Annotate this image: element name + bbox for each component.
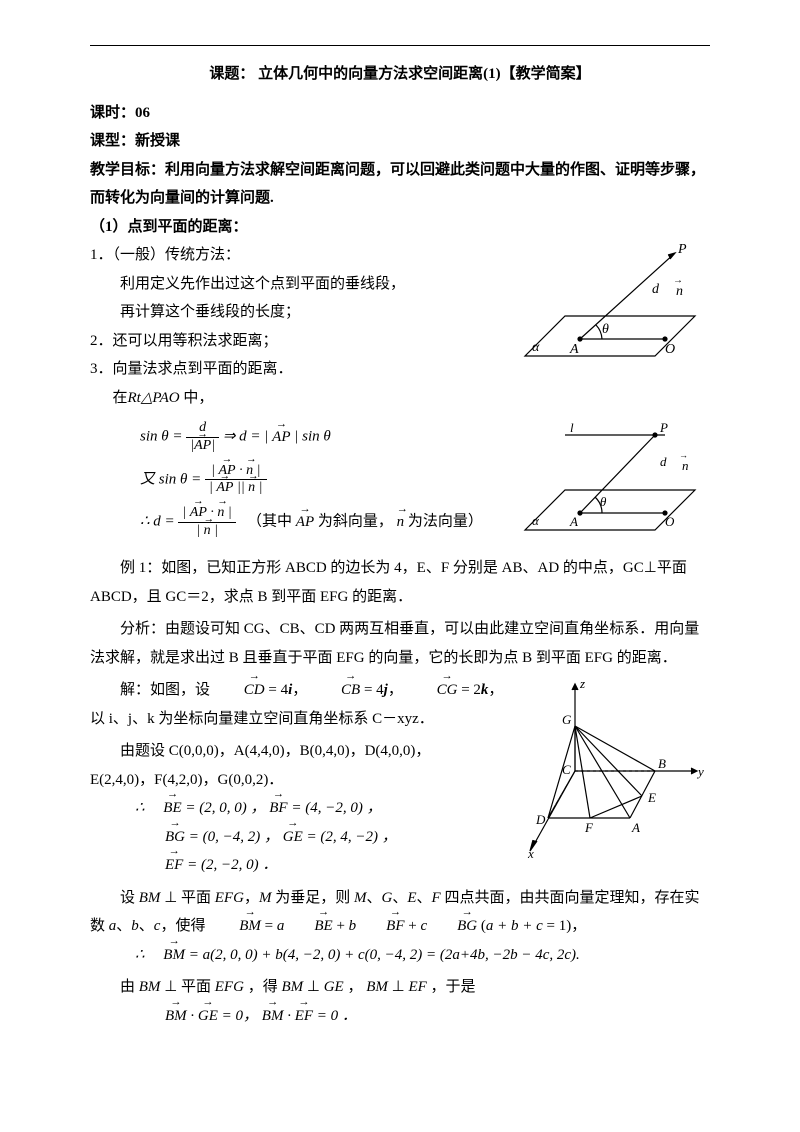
svg-text:C: C bbox=[562, 762, 571, 777]
svg-text:A: A bbox=[569, 514, 578, 529]
svg-text:A: A bbox=[569, 342, 579, 357]
lesson-time: 课时：06 bbox=[90, 99, 710, 128]
svg-text:n: n bbox=[676, 284, 683, 299]
diagram-3: z G C B y D F A E x bbox=[520, 676, 710, 866]
diagram-1: P d n → θ A O α bbox=[510, 241, 710, 376]
svg-text:l: l bbox=[570, 420, 574, 435]
svg-text:P: P bbox=[677, 242, 687, 257]
top-divider bbox=[90, 45, 710, 46]
p6: BM · GE = 0， BM · EF = 0 ． bbox=[90, 1002, 710, 1031]
diagram-2: l P d n → θ A O α bbox=[510, 420, 710, 550]
svg-text:E: E bbox=[647, 790, 656, 805]
svg-text:O: O bbox=[665, 514, 675, 529]
svg-text:α: α bbox=[532, 513, 540, 528]
svg-text:→: → bbox=[679, 450, 688, 460]
svg-text:→: → bbox=[673, 275, 683, 286]
svg-text:A: A bbox=[631, 820, 640, 835]
p4: ∴ BM = a(2, 0, 0) + b(4, −2, 0) + c(0, −… bbox=[90, 941, 710, 970]
example1-p2: 分析：由题设可知 CG、CB、CD 两两互相垂直，可以由此建立空间直角坐标系．用… bbox=[90, 615, 710, 672]
svg-text:d: d bbox=[660, 454, 667, 469]
svg-text:α: α bbox=[532, 340, 540, 355]
page-title: 课题： 立体几何中的向量方法求空间距离(1)【教学简案】 bbox=[90, 60, 710, 89]
svg-text:θ: θ bbox=[602, 322, 609, 337]
svg-text:G: G bbox=[562, 712, 572, 727]
item3-line1: 在Rt△PAO 中， bbox=[90, 384, 710, 413]
svg-text:y: y bbox=[696, 764, 704, 779]
svg-text:x: x bbox=[527, 846, 534, 861]
svg-text:z: z bbox=[579, 676, 585, 691]
svg-text:P: P bbox=[659, 420, 668, 435]
lesson-type: 课型：新授课 bbox=[90, 127, 710, 156]
svg-text:θ: θ bbox=[600, 494, 607, 509]
svg-text:n: n bbox=[682, 458, 689, 473]
svg-text:O: O bbox=[665, 342, 675, 357]
svg-text:d: d bbox=[652, 282, 660, 297]
objective: 教学目标：利用向量方法求解空间距离问题，可以回避此类问题中大量的作图、证明等步骤… bbox=[90, 156, 710, 213]
svg-text:F: F bbox=[584, 820, 594, 835]
svg-text:B: B bbox=[658, 756, 666, 771]
section1-title: （1）点到平面的距离： bbox=[90, 213, 710, 242]
svg-text:D: D bbox=[535, 812, 546, 827]
example1-p1: 例 1：如图，已知正方形 ABCD 的边长为 4，E、F 分别是 AB、AD 的… bbox=[90, 554, 710, 611]
